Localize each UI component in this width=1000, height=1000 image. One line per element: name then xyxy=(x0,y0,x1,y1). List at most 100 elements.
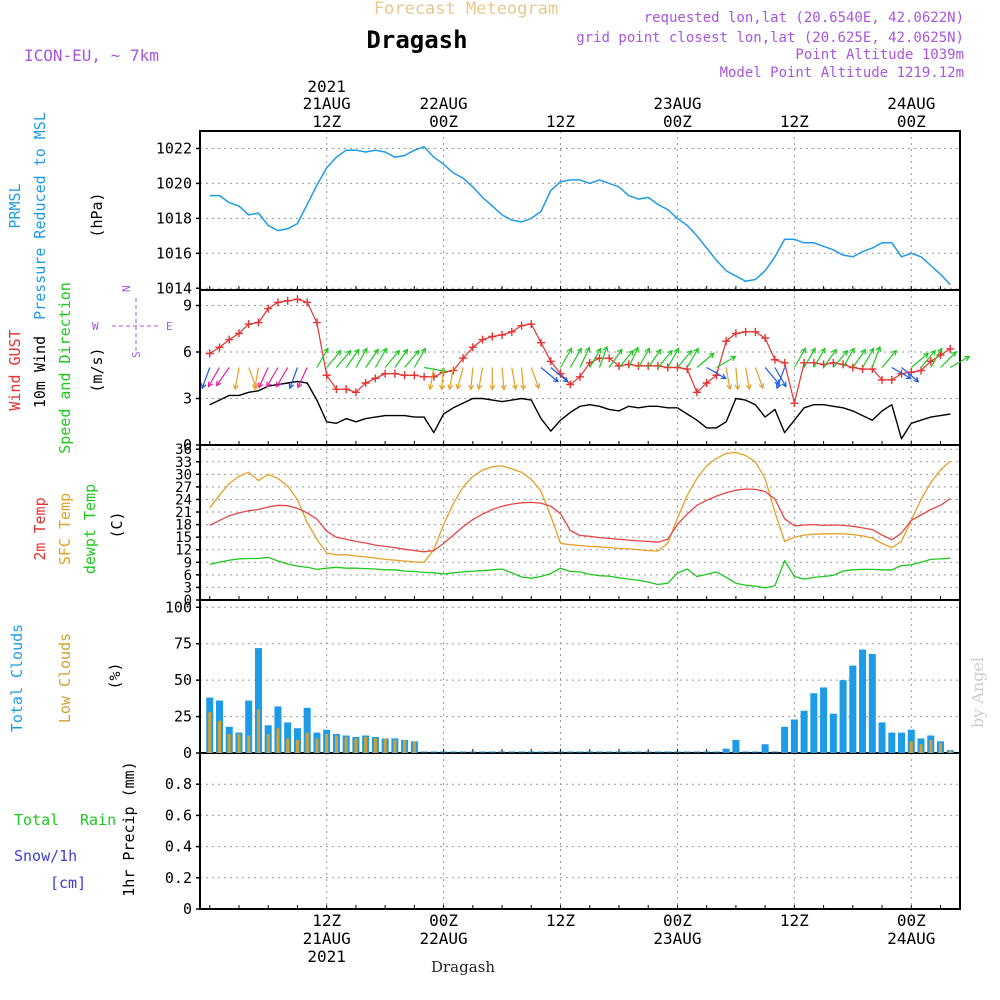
wind-direction-arrow xyxy=(345,349,360,368)
wind-direction-arrowhead xyxy=(276,381,282,388)
time-label-hour: 12Z xyxy=(546,911,575,930)
wind-direction-arrowhead xyxy=(905,373,912,380)
wind-gust-point xyxy=(878,375,887,384)
wind-gust-point xyxy=(751,327,760,336)
wind-direction-arrowhead xyxy=(232,384,239,391)
wind-direction-arrow xyxy=(686,348,699,368)
precip-frame xyxy=(199,752,961,910)
temp-ytick-label: 15 xyxy=(175,530,192,546)
wind-direction-arrowhead xyxy=(439,384,445,391)
wind-gust-point xyxy=(381,369,390,378)
wind-direction-arrow xyxy=(891,366,912,380)
wind-gust-point xyxy=(400,371,409,380)
wind-direction-arrow xyxy=(413,348,426,368)
pressure-ytick-label: 1014 xyxy=(156,279,192,297)
total-clouds-bar xyxy=(800,710,808,753)
wind-direction-arrowhead xyxy=(674,347,680,354)
wind-gust-point xyxy=(527,320,536,329)
wind-direction-arrowhead xyxy=(584,346,591,353)
low-clouds-bar xyxy=(403,739,407,753)
wind-gust-point xyxy=(741,327,750,336)
wind-direction-arrowhead xyxy=(726,384,733,391)
precip-ytick-label: 0.6 xyxy=(165,806,192,824)
2m-temp-line xyxy=(209,488,951,553)
wind-gust-point xyxy=(322,371,331,380)
total-clouds-bar xyxy=(781,726,789,753)
temp-ytick-label: 9 xyxy=(184,555,192,571)
wind-direction-arrowhead xyxy=(644,347,651,354)
wind-gust-point xyxy=(371,374,380,383)
wind-direction-arrow xyxy=(598,346,608,368)
wind-gust-point xyxy=(468,343,477,352)
model-label: ICON-EU, ~ 7km xyxy=(24,46,159,65)
wind-gust-point xyxy=(566,380,575,389)
wind-direction-arrowhead xyxy=(708,352,715,359)
wind-direction-arrowhead xyxy=(860,348,867,355)
wind-direction-arrowhead xyxy=(720,373,727,380)
wind-direction-arrow xyxy=(448,367,454,390)
wind-gust-point xyxy=(312,318,321,327)
wind-direction-arrow xyxy=(384,350,400,368)
wind-direction-arrow xyxy=(647,349,662,368)
wind-direction-arrow xyxy=(813,348,826,368)
wind-gust-point xyxy=(731,329,740,338)
precip-unit: 1hr Precip (mm) xyxy=(120,761,138,896)
wind-gust-point xyxy=(254,318,263,327)
compass-east: E xyxy=(166,320,173,333)
wind-direction-arrow xyxy=(216,367,230,386)
time-label-date: 21AUG xyxy=(303,929,351,948)
wind-gust-point xyxy=(410,371,419,380)
wind-gust-point xyxy=(634,361,643,370)
footer-location: Dragash xyxy=(431,958,495,976)
total-clouds-bar xyxy=(878,722,886,753)
time-label-hour: 12Z xyxy=(780,911,809,930)
wind-direction-arrowhead xyxy=(800,347,806,354)
wind-gust-point xyxy=(215,343,224,352)
low-clouds-bar xyxy=(909,741,913,753)
wind-direction-arrowhead xyxy=(266,381,272,388)
wind-direction-arrow xyxy=(725,367,731,390)
total-clouds-bar xyxy=(303,707,311,753)
wind-compass: N S W E xyxy=(92,285,173,358)
time-label-year: 2021 xyxy=(307,77,346,96)
wind-direction-arrow xyxy=(637,348,650,368)
total-clouds-bar xyxy=(761,744,769,753)
low-clouds-bar xyxy=(383,738,387,753)
wind-direction-arrow xyxy=(803,348,816,368)
wind-direction-arrow xyxy=(520,367,525,390)
wind-gust-point xyxy=(848,363,857,372)
wind-direction-arrow xyxy=(735,367,739,390)
wind-direction-arrowhead xyxy=(656,348,662,355)
wind-gust-point xyxy=(225,335,234,344)
wind-direction-arrow xyxy=(258,367,269,388)
wind-gust-point xyxy=(361,379,370,387)
low-clouds-bar xyxy=(325,734,329,753)
precip-label-2: Rain xyxy=(80,811,116,829)
total-clouds-bar xyxy=(732,739,740,753)
wind-direction-arrowhead xyxy=(868,347,875,354)
wind-direction-arrowhead xyxy=(875,345,882,352)
compass-north: N xyxy=(120,285,133,292)
wind-gust-point xyxy=(917,366,926,375)
wind-direction-arrow xyxy=(501,367,505,390)
wind-gust-point xyxy=(283,296,292,305)
low-clouds-bar xyxy=(393,739,397,753)
temp-ytick-label: 24 xyxy=(175,492,192,508)
wind-direction-arrow xyxy=(628,347,639,368)
wind-direction-arrowhead xyxy=(362,347,368,354)
temp-ytick-label: 12 xyxy=(175,543,192,559)
precip-label-3: Snow/1h xyxy=(14,847,77,865)
wind-direction-arrowhead xyxy=(774,379,781,386)
total-clouds-bar xyxy=(245,700,253,753)
wind-ytick-label: 9 xyxy=(183,297,192,315)
wind-gust-point xyxy=(780,358,789,367)
wind-gust-point xyxy=(498,330,507,339)
precip-ytick-label: 0 xyxy=(183,900,192,918)
wind-direction-arrow xyxy=(706,366,727,380)
wind-direction-arrow xyxy=(374,348,387,368)
wind-gust-point xyxy=(770,355,779,364)
wind-direction-arrowhead xyxy=(923,352,930,359)
wind-direction-arrowhead xyxy=(552,376,559,383)
temp-ytick-label: 33 xyxy=(175,455,192,471)
